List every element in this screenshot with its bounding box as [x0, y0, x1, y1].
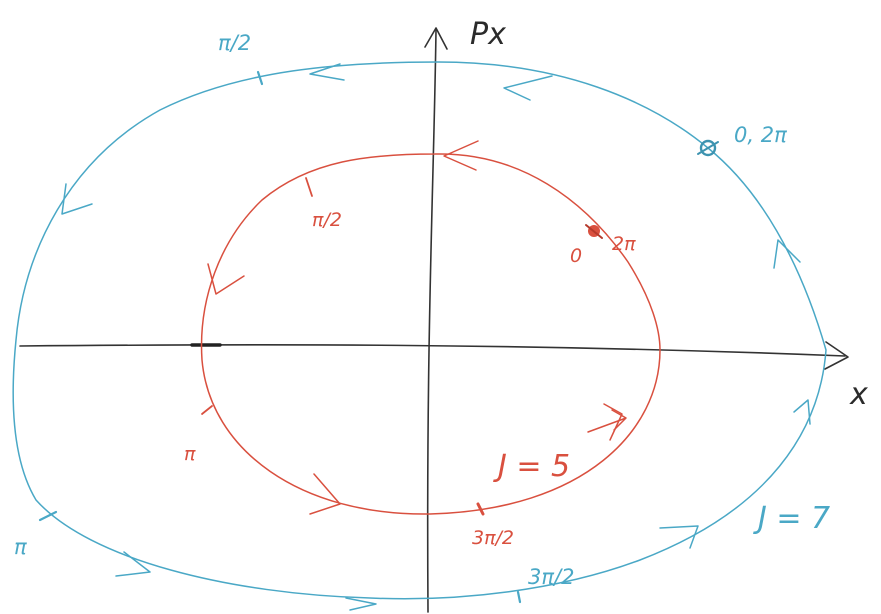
- inner-phase-half-label: π: [184, 443, 196, 465]
- outer-start-point: [699, 139, 717, 157]
- inner-arrow-left: [207, 263, 245, 295]
- outer-phase-start-end-label: 0, 2π: [734, 123, 787, 147]
- outer-phase-three-quarter-label: 3π/2: [528, 565, 574, 589]
- outer-arrow-bottom-left: [115, 551, 151, 577]
- inner-phase-end-label: 2π: [612, 233, 636, 255]
- outer-arrow-bottom-right: [659, 525, 699, 549]
- inner-tick-three-quarter: [476, 502, 485, 516]
- outer-orbit-label: J = 7: [753, 501, 830, 536]
- outer-arrow-left: [61, 183, 93, 215]
- x-axis-label: x: [849, 377, 868, 412]
- inner-arrow-bottom: [309, 473, 341, 515]
- inner-tick-quarter: [305, 177, 313, 197]
- outer-tick-three-quarter: [516, 590, 522, 604]
- axes: Px x: [19, 17, 868, 613]
- inner-orbit: 0 2π π/2 π 3π/2 J = 5: [184, 140, 661, 549]
- outer-tick-quarter: [256, 70, 264, 86]
- outer-orbit-curve: [12, 61, 827, 600]
- inner-orbit-label: J = 5: [493, 449, 570, 484]
- inner-arrow-right: [603, 403, 623, 441]
- inner-phase-quarter-label: π/2: [312, 209, 342, 231]
- outer-phase-quarter-label: π/2: [218, 31, 251, 55]
- outer-arrow-bottom: [345, 597, 377, 611]
- inner-start-point-cross: [585, 224, 603, 239]
- outer-tick-half: [38, 510, 58, 522]
- outer-arrow-right-upper: [773, 239, 801, 269]
- outer-arrow-top-right: [503, 75, 553, 101]
- inner-tick-half: [201, 405, 213, 415]
- y-axis-label: Px: [470, 17, 506, 52]
- x-axis-line: [19, 344, 846, 357]
- x-axis-arrowhead: [824, 341, 849, 370]
- outer-arrow-top-left: [309, 63, 345, 81]
- inner-phase-start-label: 0: [570, 245, 582, 267]
- outer-start-point-cross: [697, 141, 719, 155]
- inner-arrow-top: [443, 140, 479, 171]
- inner-phase-three-quarter-label: 3π/2: [472, 527, 514, 549]
- inner-label-arrow: [587, 409, 627, 433]
- y-axis-line: [426, 29, 437, 613]
- y-axis-arrowhead: [424, 27, 448, 50]
- outer-phase-half-label: π: [14, 535, 27, 559]
- inner-orbit-curve: [200, 153, 661, 515]
- outer-orbit: 0, 2π π/2 π 3π/2 J = 7: [12, 31, 830, 611]
- outer-arrow-right-lower: [793, 399, 811, 425]
